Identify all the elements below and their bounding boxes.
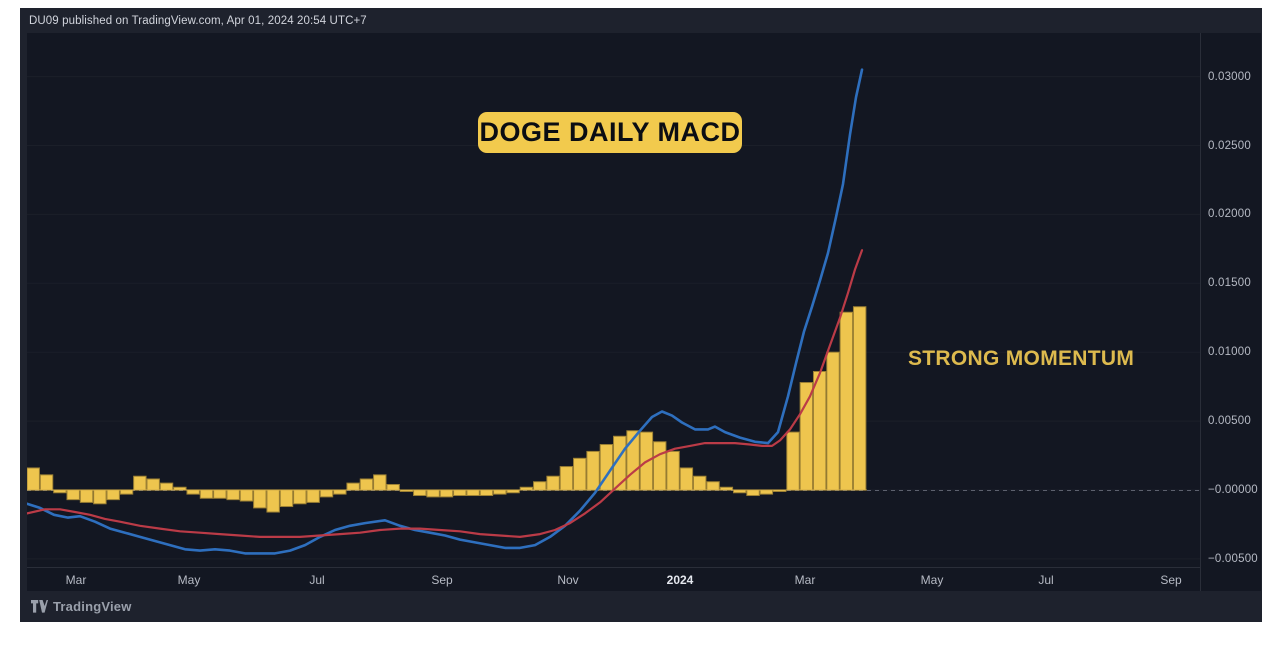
macd-plot-area[interactable]: DOGE DAILY MACD STRONG MOMENTUM: [27, 33, 1200, 567]
macd-histogram-bar: [333, 489, 347, 495]
macd-histogram-bar: [586, 450, 600, 491]
macd-histogram-bar: [133, 475, 147, 491]
y-axis-label: 0.02500: [1208, 139, 1251, 152]
macd-histogram-bar: [106, 489, 120, 501]
macd-histogram-bar: [119, 489, 134, 495]
macd-histogram-bar: [706, 481, 720, 491]
macd-histogram-bar: [159, 482, 174, 491]
macd-histogram-bar: [266, 489, 280, 513]
macd-histogram-bar: [466, 489, 480, 497]
momentum-annotation: STRONG MOMENTUM: [908, 347, 1134, 371]
macd-histogram-bar: [293, 489, 307, 505]
publish-bar: DU09 published on TradingView.com, Apr 0…: [20, 8, 1262, 33]
macd-histogram-bar: [546, 475, 560, 491]
x-axis-label: Sep: [431, 573, 453, 587]
macd-plot-svg[interactable]: [27, 33, 1200, 567]
y-axis-label: 0.02000: [1208, 208, 1251, 221]
macd-histogram-bar: [319, 489, 334, 498]
macd-histogram-bar: [746, 489, 760, 497]
x-axis-label: Mar: [65, 573, 87, 587]
macd-histogram-bar: [79, 489, 94, 503]
x-axis-label: Jul: [1038, 573, 1054, 587]
macd-histogram-bar: [253, 489, 267, 509]
macd-histogram-bar: [826, 351, 840, 491]
macd-histogram-bar: [306, 489, 320, 503]
macd-histogram-bar: [666, 450, 680, 491]
x-axis-label: Sep: [1160, 573, 1182, 587]
momentum-text: STRONG MOMENTUM: [908, 347, 1135, 370]
y-axis-label: −0.00000: [1208, 484, 1258, 496]
macd-histogram-bar: [373, 474, 387, 491]
macd-histogram-bar: [479, 489, 494, 497]
macd-histogram-bar: [439, 489, 454, 498]
macd-histogram-bar: [799, 382, 814, 491]
tradingview-brand-text: TradingView: [53, 599, 132, 614]
macd-histogram-bar: [573, 457, 587, 491]
tradingview-logo-icon: [31, 600, 48, 613]
macd-line: [27, 68, 864, 555]
macd-histogram-bar: [27, 467, 40, 491]
macd-histogram-bar: [559, 466, 574, 491]
signal-line: [27, 249, 864, 538]
macd-histogram-bar: [693, 475, 707, 491]
y-axis-label: 0.03000: [1208, 70, 1251, 83]
macd-histogram-bar: [199, 489, 214, 499]
y-axis-label: 0.01000: [1208, 346, 1251, 359]
macd-histogram-bar: [226, 489, 240, 501]
macd-histogram-bar: [413, 489, 427, 497]
x-axis-label-year: 2024: [666, 573, 694, 587]
macd-histogram-bar: [679, 467, 694, 491]
macd-histogram-bar: [386, 483, 400, 491]
x-axis-label: Nov: [557, 573, 579, 587]
time-axis[interactable]: Mar May Jul Sep Nov 2024 Mar May Jul Sep: [27, 567, 1200, 591]
macd-histogram-bar: [453, 489, 467, 497]
footer-bar: TradingView: [20, 591, 1262, 622]
chart-card: DU09 published on TradingView.com, Apr 0…: [20, 8, 1262, 622]
x-axis-label: May: [177, 573, 201, 587]
tradingview-brand[interactable]: TradingView: [20, 599, 132, 614]
macd-histogram-bar: [653, 441, 667, 491]
macd-histogram-bar: [852, 306, 867, 491]
macd-histogram-bar: [359, 478, 374, 491]
macd-histogram-bar: [93, 489, 107, 505]
chart-title-text: DOGE DAILY MACD: [479, 117, 741, 147]
macd-histogram-bar: [493, 489, 507, 495]
macd-histogram-bar: [426, 489, 440, 498]
macd-histogram-bar: [346, 482, 360, 491]
x-axis-label: May: [920, 573, 944, 587]
price-axis[interactable]: 0.03000 0.02500 0.02000 0.01500 0.01000 0.005…: [1200, 33, 1261, 591]
macd-histogram-bar: [839, 311, 854, 491]
macd-histogram-bar: [66, 489, 80, 501]
chart-title-badge: DOGE DAILY MACD: [478, 112, 742, 153]
x-axis-label: Jul: [309, 573, 325, 587]
macd-histogram-bar: [759, 489, 774, 495]
macd-histogram-bar: [279, 489, 294, 508]
y-axis-label: 0.01500: [1208, 277, 1251, 290]
macd-histogram-bar: [186, 489, 200, 495]
macd-histogram-bar: [146, 478, 160, 491]
macd-histogram-bar: [239, 489, 254, 502]
y-axis-label: −0.00500: [1208, 552, 1258, 565]
y-axis-label: 0.00500: [1208, 415, 1251, 428]
x-axis-label: Mar: [794, 573, 816, 587]
macd-histogram-bar: [213, 489, 227, 499]
macd-histogram-bar: [533, 481, 547, 491]
chart-body: DOGE DAILY MACD STRONG MOMENTUM 0.03000 0…: [27, 33, 1261, 591]
macd-histogram-bar: [812, 370, 827, 491]
macd-histogram-bar: [39, 474, 54, 491]
publish-attribution: DU09 published on TradingView.com, Apr 0…: [29, 14, 367, 27]
macd-histogram-bar: [786, 431, 800, 491]
